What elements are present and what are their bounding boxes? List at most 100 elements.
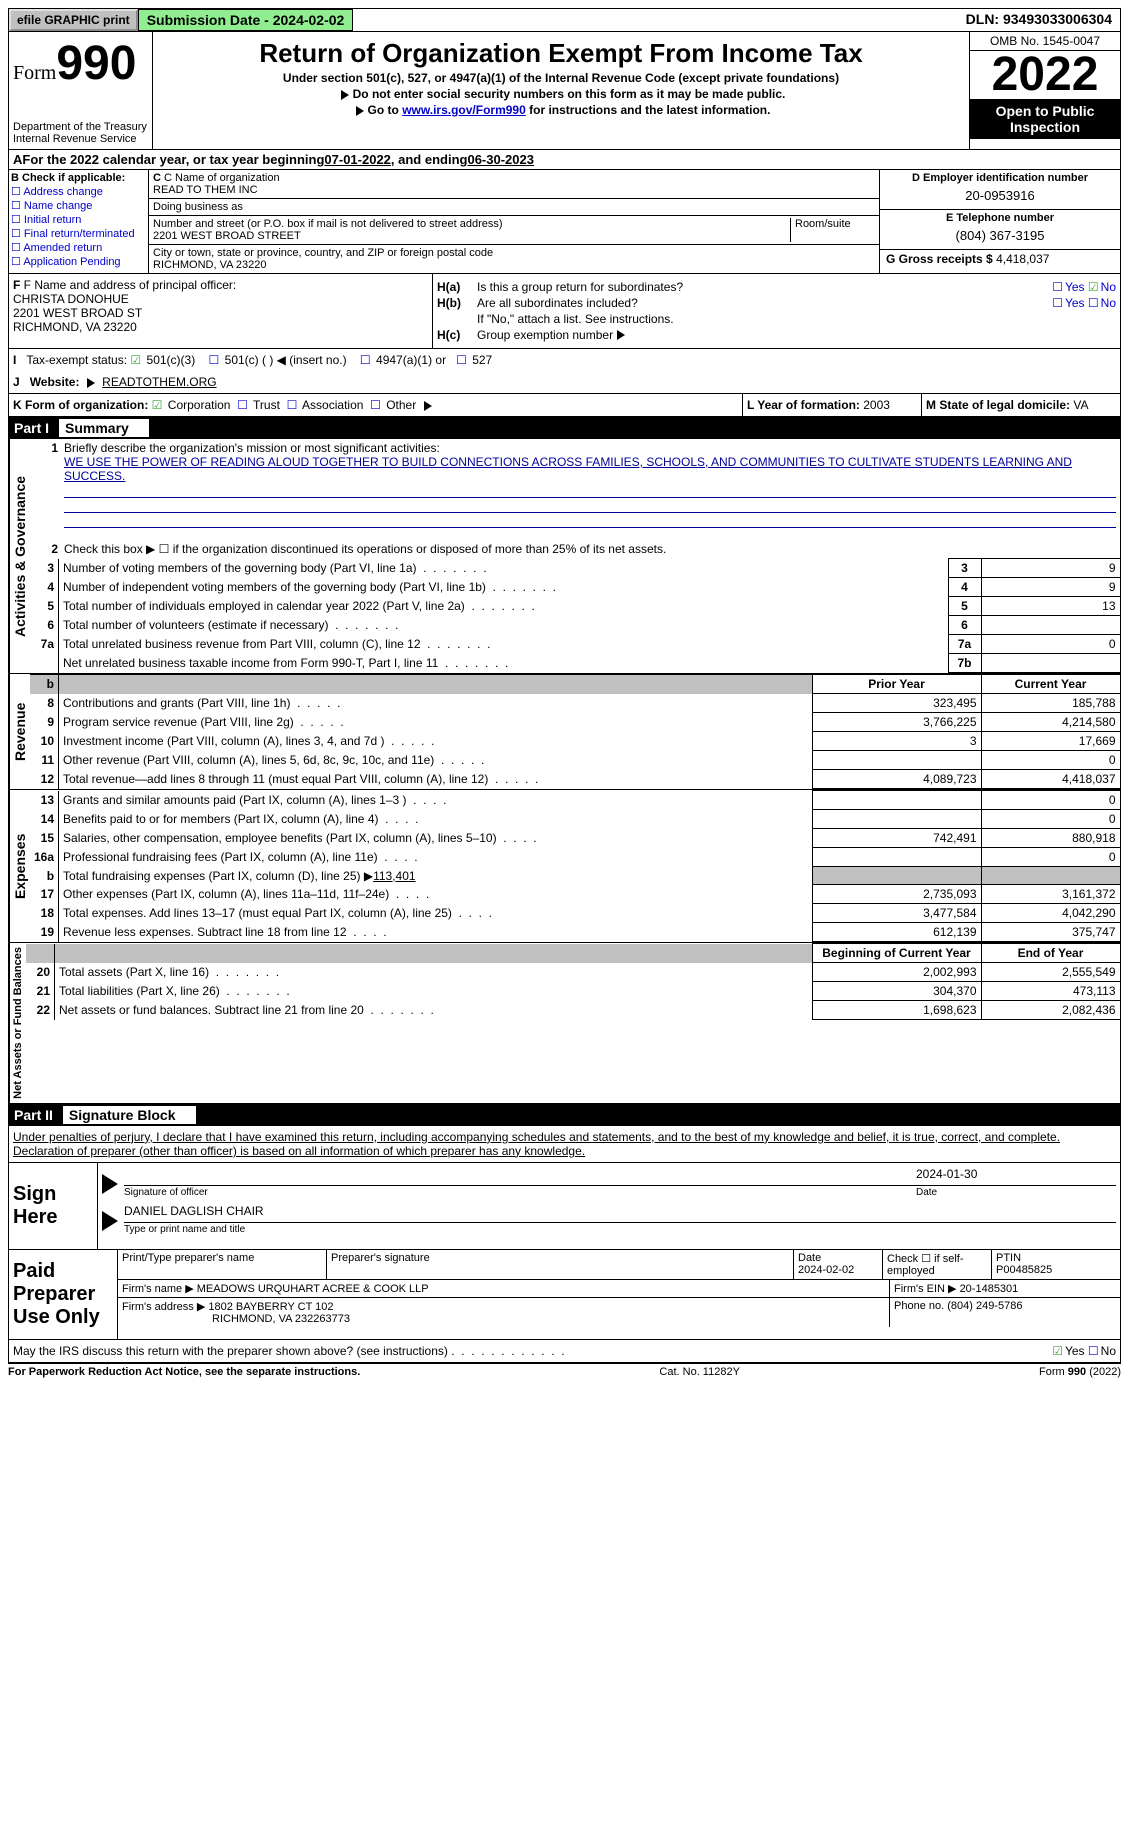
- net-assets-section: Net Assets or Fund Balances Beginning of…: [8, 943, 1121, 1104]
- table-row: 15 Salaries, other compensation, employe…: [30, 829, 1120, 848]
- dln: DLN: 93493033006304: [958, 9, 1120, 31]
- open-public: Open to Public Inspection: [970, 99, 1120, 139]
- check-self-employed[interactable]: Check ☐ if self-employed: [883, 1250, 992, 1279]
- table-row: Net unrelated business taxable income fr…: [30, 654, 1120, 673]
- check-501c[interactable]: [209, 353, 222, 367]
- part2-header: Part II Signature Block: [8, 1104, 1121, 1126]
- table-row: 20 Total assets (Part X, line 16) . . . …: [26, 963, 1120, 982]
- check-501c3[interactable]: [130, 353, 143, 367]
- revenue-section: Revenue b Prior Year Current Year 8 Cont…: [8, 674, 1121, 790]
- table-row: 10 Investment income (Part VIII, column …: [30, 732, 1120, 751]
- vlabel-revenue: Revenue: [9, 674, 30, 789]
- table-row: 22 Net assets or fund balances. Subtract…: [26, 1001, 1120, 1020]
- top-header: efile GRAPHIC print Submission Date - 20…: [8, 8, 1121, 32]
- irs-link[interactable]: www.irs.gov/Form990: [402, 103, 526, 117]
- irs: Internal Revenue Service: [13, 133, 148, 145]
- section-h: H(a) Is this a group return for subordin…: [433, 274, 1120, 348]
- table-row: 4 Number of independent voting members o…: [30, 578, 1120, 597]
- ptin: P00485825: [996, 1264, 1052, 1276]
- sections-fh: F F Name and address of principal office…: [8, 274, 1121, 349]
- telephone: (804) 367-3195: [886, 224, 1114, 247]
- activities-governance: Activities & Governance 1 Briefly descri…: [8, 439, 1121, 674]
- city-state-zip: RICHMOND, VA 23220: [153, 259, 875, 271]
- discuss-yes[interactable]: [1052, 1344, 1065, 1358]
- ha-no[interactable]: [1088, 280, 1101, 294]
- check-assoc[interactable]: [287, 398, 300, 412]
- form-title: Return of Organization Exempt From Incom…: [157, 38, 965, 69]
- table-row: b Total fundraising expenses (Part IX, c…: [30, 867, 1120, 885]
- sections-bcdeg: B Check if applicable: Address change Na…: [8, 170, 1121, 274]
- firm-name: MEADOWS URQUHART ACREE & COOK LLP: [197, 1283, 429, 1295]
- officer-printed-name: DANIEL DAGLISH CHAIR: [124, 1204, 1116, 1218]
- paid-preparer-label: Paid Preparer Use Only: [9, 1250, 118, 1339]
- hb-no[interactable]: [1088, 296, 1101, 310]
- section-b: B Check if applicable: Address change Na…: [9, 170, 149, 273]
- check-address[interactable]: Address change: [11, 185, 146, 198]
- officer-name: CHRISTA DONOHUE: [13, 292, 428, 306]
- vlabel-activities: Activities & Governance: [9, 439, 30, 673]
- section-a: A For the 2022 calendar year, or tax yea…: [8, 150, 1121, 170]
- discuss-irs: May the IRS discuss this return with the…: [8, 1340, 1121, 1363]
- signature-block: Under penalties of perjury, I declare th…: [8, 1126, 1121, 1250]
- section-f: F F Name and address of principal office…: [9, 274, 433, 348]
- arrow-icon: [102, 1211, 118, 1231]
- year-box: OMB No. 1545-0047 2022 Open to Public In…: [969, 32, 1120, 149]
- table-row: 18 Total expenses. Add lines 13–17 (must…: [30, 904, 1120, 923]
- check-527[interactable]: [456, 353, 469, 367]
- ha-yes[interactable]: [1052, 280, 1065, 294]
- declaration: Under penalties of perjury, I declare th…: [9, 1126, 1120, 1162]
- form-title-box: Return of Organization Exempt From Incom…: [153, 32, 969, 149]
- check-pending[interactable]: Application Pending: [11, 255, 146, 268]
- section-c: C C Name of organization READ TO THEM IN…: [149, 170, 879, 273]
- org-name: READ TO THEM INC: [153, 184, 875, 196]
- check-4947[interactable]: [360, 353, 373, 367]
- table-row: 11 Other revenue (Part VIII, column (A),…: [30, 751, 1120, 770]
- section-i: I Tax-exempt status: 501(c)(3) 501(c) ( …: [8, 349, 1121, 371]
- vlabel-net: Net Assets or Fund Balances: [9, 943, 26, 1103]
- mission: WE USE THE POWER OF READING ALOUD TOGETH…: [64, 455, 1072, 483]
- prep-date: 2024-02-02: [798, 1264, 854, 1276]
- check-other[interactable]: [370, 398, 383, 412]
- check-amended[interactable]: Amended return: [11, 241, 146, 254]
- check-name[interactable]: Name change: [11, 199, 146, 212]
- check-initial[interactable]: Initial return: [11, 213, 146, 226]
- table-row: 12 Total revenue—add lines 8 through 11 …: [30, 770, 1120, 789]
- state-domicile: VA: [1073, 398, 1088, 412]
- gross-receipts: 4,418,037: [996, 252, 1049, 266]
- paid-preparer: Paid Preparer Use Only Print/Type prepar…: [8, 1250, 1121, 1340]
- ein: 20-0953916: [886, 184, 1114, 207]
- table-row: 3 Number of voting members of the govern…: [30, 559, 1120, 578]
- firm-address: 1802 BAYBERRY CT 102: [208, 1301, 333, 1313]
- table-row: 8 Contributions and grants (Part VIII, l…: [30, 694, 1120, 713]
- form-subtitle: Under section 501(c), 527, or 4947(a)(1)…: [157, 71, 965, 85]
- table-row: 5 Total number of individuals employed i…: [30, 597, 1120, 616]
- form-number-box: Form990 Department of the Treasury Inter…: [9, 32, 153, 149]
- efile-print-button[interactable]: efile GRAPHIC print: [9, 9, 138, 31]
- arrow-icon: [617, 330, 625, 340]
- table-row: 13 Grants and similar amounts paid (Part…: [30, 791, 1120, 810]
- hb-yes[interactable]: [1052, 296, 1065, 310]
- check-trust[interactable]: [237, 398, 250, 412]
- table-row: 9 Program service revenue (Part VIII, li…: [30, 713, 1120, 732]
- check-final[interactable]: Final return/terminated: [11, 227, 146, 240]
- check-corp[interactable]: [152, 398, 165, 412]
- footer: For Paperwork Reduction Act Notice, see …: [8, 1363, 1121, 1380]
- arrow-icon: [102, 1174, 118, 1194]
- submission-date: Submission Date - 2024-02-02: [138, 9, 354, 31]
- expenses-section: Expenses 13 Grants and similar amounts p…: [8, 790, 1121, 943]
- table-row: 17 Other expenses (Part IX, column (A), …: [30, 885, 1120, 904]
- website: READTOTHEM.ORG: [102, 375, 216, 389]
- arrow-icon: [87, 378, 95, 388]
- year-formation: 2003: [863, 398, 890, 412]
- street-address: 2201 WEST BROAD STREET: [153, 230, 786, 242]
- part1-header: Part I Summary: [8, 417, 1121, 439]
- arrow-icon: [341, 90, 349, 100]
- governance-table: 3 Number of voting members of the govern…: [30, 558, 1121, 673]
- sign-here-label: Sign Here: [9, 1163, 98, 1249]
- discuss-no[interactable]: [1088, 1344, 1101, 1358]
- firm-phone: (804) 249-5786: [947, 1300, 1022, 1312]
- sections-deg: D Employer identification number 20-0953…: [879, 170, 1120, 273]
- arrow-icon: [356, 106, 364, 116]
- arrow-icon: [424, 401, 432, 411]
- table-row: 14 Benefits paid to or for members (Part…: [30, 810, 1120, 829]
